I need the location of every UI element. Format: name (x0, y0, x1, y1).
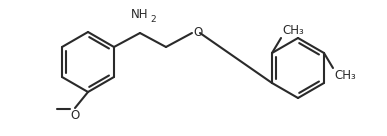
Text: CH₃: CH₃ (282, 24, 304, 37)
Text: CH₃: CH₃ (334, 69, 356, 82)
Text: O: O (70, 109, 80, 122)
Text: O: O (193, 27, 202, 39)
Text: NH: NH (131, 8, 149, 21)
Text: 2: 2 (150, 15, 156, 24)
